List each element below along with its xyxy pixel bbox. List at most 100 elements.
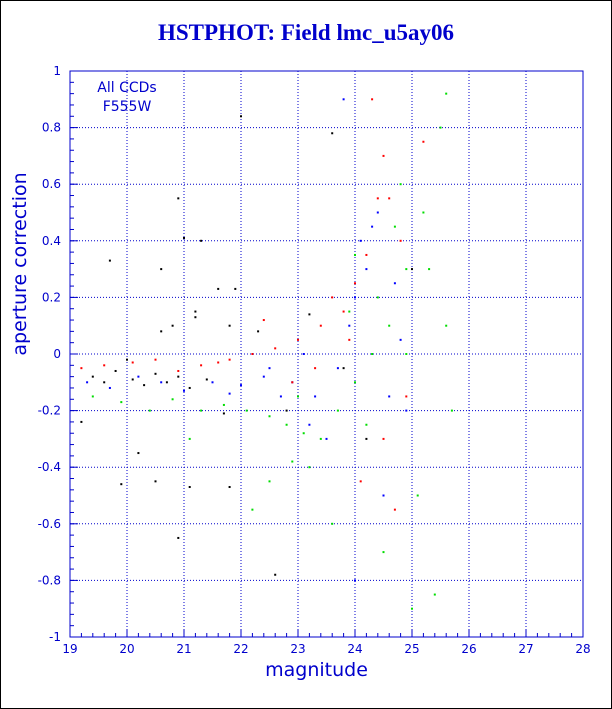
data-point [126,358,128,361]
data-point [433,593,436,596]
data-point [428,268,431,271]
data-point [416,494,419,497]
x-tick-label: 27 [518,642,533,656]
chart-title: HSTPHOT: Field lmc_u5ay06 [157,20,455,45]
data-point [143,384,146,387]
y-tick-label: 0.8 [42,121,61,135]
x-axis-label: magnitude [265,659,368,681]
y-tick-label: 0 [53,347,61,361]
data-point [399,239,402,242]
data-point [228,358,231,361]
data-point [194,310,197,313]
data-point [274,347,277,350]
data-point [382,154,385,157]
data-point [131,361,134,364]
data-point [240,384,242,387]
data-point [376,197,379,200]
data-point [120,401,123,404]
data-point [450,409,453,412]
data-point [183,389,185,392]
data-point [285,423,288,426]
data-point [257,330,260,333]
data-point [354,579,356,582]
data-point [217,287,220,290]
data-point [285,409,288,412]
data-point [291,381,294,384]
x-tick-label: 25 [404,642,419,656]
data-point [177,536,180,539]
data-point [308,313,311,316]
data-point [411,268,413,271]
data-point [188,486,191,489]
data-point [411,607,413,610]
grid [70,71,583,637]
data-point [262,375,265,378]
data-point [393,282,396,285]
data-point [314,367,317,370]
data-point [348,310,351,313]
data-point [393,508,396,511]
data-point [365,268,368,271]
data-point [177,375,180,378]
data-point [274,573,277,576]
data-point [91,395,94,398]
data-point [388,324,391,327]
y-tick-label: -0.4 [38,460,61,474]
data-point [228,486,231,489]
data-point [371,98,374,101]
data-point [86,381,89,384]
data-point [177,369,180,372]
data-point [422,140,425,143]
data-point [137,452,140,455]
data-point [148,409,151,412]
data-point [342,98,345,101]
data-point [171,398,174,401]
data-point [319,324,322,327]
data-point [183,236,185,239]
data-point [160,330,163,333]
data-point [336,367,339,370]
data-point [371,353,374,355]
data-point [354,253,356,256]
data-point [376,296,379,299]
data-point [234,287,237,290]
data-point [108,386,111,389]
data-point [160,268,163,271]
data-point [291,460,294,463]
x-tick-label: 26 [461,642,476,656]
data-point [354,282,356,285]
data-point [331,296,334,299]
y-tick-label: -0.6 [38,517,61,531]
data-point [205,378,208,381]
data-point [348,338,351,341]
data-point [302,353,305,355]
data-point [154,372,157,375]
data-point [268,367,271,370]
data-point [336,409,339,412]
x-tick-label: 21 [176,642,191,656]
data-point [342,367,345,370]
data-point [445,92,448,95]
data-point [308,466,311,469]
data-point [80,420,83,423]
y-tick-label: -1 [49,630,61,644]
data-point [399,338,402,341]
data-point [382,494,385,497]
data-point [228,324,231,327]
data-point [177,197,180,200]
data-point [365,253,368,256]
data-point [240,115,242,118]
y-tick-label: -0.8 [38,573,61,587]
data-point [422,211,425,214]
x-tick-label: 20 [119,642,134,656]
data-point [354,381,356,384]
annotation-ccds: All CCDs [97,80,156,96]
data-points [80,92,453,610]
data-point [103,381,106,384]
y-tick-label: -0.2 [38,404,61,418]
data-point [160,381,163,384]
data-point [245,409,248,412]
data-point [114,369,117,372]
data-point [376,211,379,214]
